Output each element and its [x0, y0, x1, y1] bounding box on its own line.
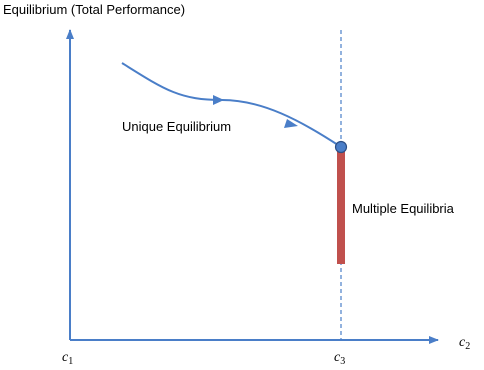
tick-label-c3: c3 — [334, 350, 345, 367]
multiple-equilibria-bar — [337, 150, 345, 264]
unique-equilibrium-curve — [121, 62, 342, 148]
y-axis-label: Equilibrium (Total Performance) — [3, 2, 185, 17]
multiple-equilibria-label: Multiple Equilibria — [352, 201, 455, 216]
unique-equilibrium-label: Unique Equilibrium — [122, 119, 231, 134]
curve-arrow-icon — [213, 95, 224, 105]
curve-arrow-icon — [284, 119, 298, 128]
tick-label-c2: c2 — [459, 335, 470, 352]
critical-point — [334, 140, 348, 154]
tick-label-c1: c1 — [62, 350, 73, 367]
